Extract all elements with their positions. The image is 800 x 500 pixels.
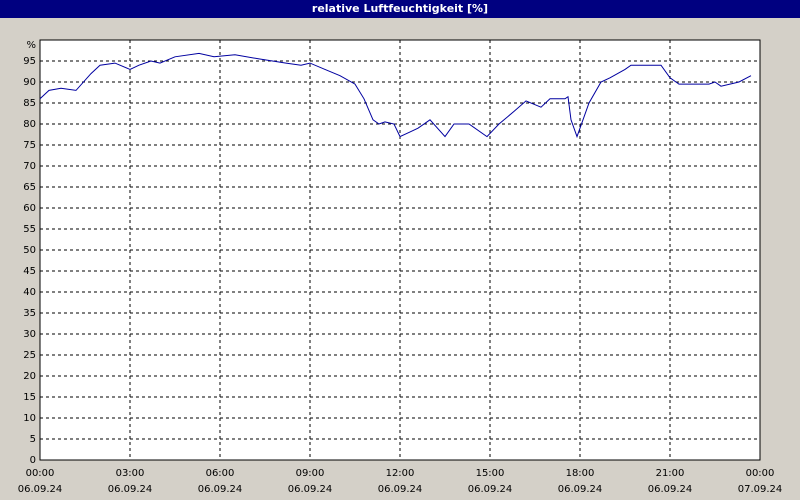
- x-tick-date: 06.09.24: [558, 484, 603, 495]
- y-tick-label: 40: [23, 287, 36, 298]
- y-tick-label: 70: [23, 161, 36, 172]
- x-tick-label: 15:00: [476, 468, 505, 479]
- x-tick-date: 06.09.24: [288, 484, 333, 495]
- x-tick-date: 06.09.24: [378, 484, 423, 495]
- y-tick-label: 30: [23, 329, 36, 340]
- x-tick-date: 06.09.24: [18, 484, 63, 495]
- y-tick-label: 20: [23, 371, 36, 382]
- y-tick-label: 55: [23, 224, 36, 235]
- x-tick-label: 18:00: [566, 468, 595, 479]
- y-tick-label: 65: [23, 182, 36, 193]
- x-tick-date: 06.09.24: [468, 484, 513, 495]
- y-tick-label: 25: [23, 350, 36, 361]
- y-tick-label: 15: [23, 392, 36, 403]
- title-bar: [0, 0, 800, 18]
- y-tick-label: 35: [23, 308, 36, 319]
- x-tick-label: 12:00: [386, 468, 415, 479]
- x-tick-date: 06.09.24: [108, 484, 153, 495]
- x-tick-label: 06:00: [206, 468, 235, 479]
- y-tick-label: 95: [23, 56, 36, 67]
- y-tick-label: 0: [30, 455, 36, 466]
- y-tick-label: 90: [23, 77, 36, 88]
- y-tick-label: 10: [23, 413, 36, 424]
- x-tick-date: 06.09.24: [648, 484, 693, 495]
- x-tick-date: 07.09.24: [738, 484, 783, 495]
- y-tick-label: 45: [23, 266, 36, 277]
- y-tick-label: 75: [23, 140, 36, 151]
- y-tick-label: 5: [30, 434, 36, 445]
- y-tick-label: 85: [23, 98, 36, 109]
- y-tick-label: 80: [23, 119, 36, 130]
- y-tick-label: 60: [23, 203, 36, 214]
- data-line: [39, 52, 752, 139]
- x-tick-label: 03:00: [116, 468, 145, 479]
- y-tick-label: %: [26, 40, 36, 51]
- x-tick-label: 00:00: [746, 468, 775, 479]
- x-tick-label: 09:00: [296, 468, 325, 479]
- x-tick-label: 21:00: [656, 468, 685, 479]
- x-tick-date: 06.09.24: [198, 484, 243, 495]
- y-tick-label: 50: [23, 245, 36, 256]
- chart-title: relative Luftfeuchtigkeit [%]: [312, 2, 488, 15]
- x-tick-label: 00:00: [26, 468, 55, 479]
